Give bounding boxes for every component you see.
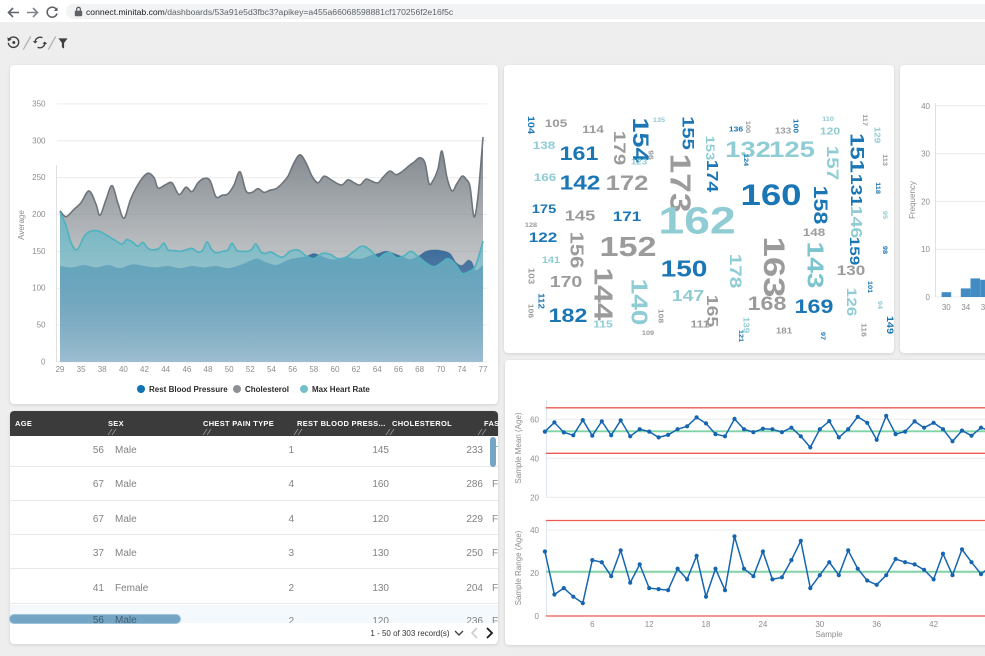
svg-text:0: 0 <box>535 612 540 621</box>
svg-text:20: 20 <box>921 197 930 206</box>
svg-text:42: 42 <box>140 365 149 374</box>
svg-text:18: 18 <box>702 620 711 629</box>
svg-text:34: 34 <box>961 303 970 312</box>
svg-text:40: 40 <box>921 102 930 111</box>
svg-text:Sample Mean (Age): Sample Mean (Age) <box>514 412 523 483</box>
svg-text:29: 29 <box>55 365 64 374</box>
svg-text:Frequency: Frequency <box>908 181 917 219</box>
svg-text:66: 66 <box>394 365 403 374</box>
svg-text:42: 42 <box>929 620 938 629</box>
svg-text:350: 350 <box>32 99 46 108</box>
svg-text:50: 50 <box>225 365 234 374</box>
svg-text:70: 70 <box>436 365 445 374</box>
svg-text:30: 30 <box>815 620 824 629</box>
svg-text:24: 24 <box>758 620 767 629</box>
svg-text:35: 35 <box>77 365 86 374</box>
svg-text:60: 60 <box>331 365 340 374</box>
svg-text:54: 54 <box>267 365 276 374</box>
svg-text:20: 20 <box>530 493 539 502</box>
svg-text:6: 6 <box>590 620 595 629</box>
svg-text:40: 40 <box>119 365 128 374</box>
svg-text:30: 30 <box>942 303 951 312</box>
svg-text:48: 48 <box>204 365 213 374</box>
svg-text:Max Heart Rate: Max Heart Rate <box>312 385 370 394</box>
svg-text:30: 30 <box>921 150 930 159</box>
svg-text:36: 36 <box>872 620 881 629</box>
svg-text:77: 77 <box>479 365 488 374</box>
svg-text:44: 44 <box>161 365 170 374</box>
svg-text:0: 0 <box>926 293 931 302</box>
svg-text:64: 64 <box>373 365 382 374</box>
svg-text:Sample: Sample <box>815 630 843 639</box>
svg-text:62: 62 <box>352 365 361 374</box>
svg-text:60: 60 <box>530 415 539 424</box>
svg-text:38: 38 <box>981 303 985 312</box>
svg-text:56: 56 <box>288 365 297 374</box>
svg-text:Rest Blood Pressure: Rest Blood Pressure <box>149 385 228 394</box>
svg-text:58: 58 <box>309 365 318 374</box>
svg-text:0: 0 <box>41 357 46 366</box>
svg-text:52: 52 <box>246 365 255 374</box>
svg-text:Sample Range (Age): Sample Range (Age) <box>514 530 523 605</box>
svg-text:100: 100 <box>32 284 46 293</box>
svg-text:74: 74 <box>457 365 466 374</box>
svg-text:250: 250 <box>32 173 46 182</box>
svg-text:46: 46 <box>182 365 191 374</box>
svg-text:10: 10 <box>921 245 930 254</box>
svg-text:200: 200 <box>32 210 46 219</box>
svg-text:Average: Average <box>17 210 26 240</box>
svg-text:Cholesterol: Cholesterol <box>245 385 289 394</box>
svg-text:50: 50 <box>37 321 46 330</box>
svg-text:68: 68 <box>415 365 424 374</box>
svg-text:12: 12 <box>645 620 654 629</box>
svg-text:20: 20 <box>530 569 539 578</box>
svg-text:40: 40 <box>530 454 539 463</box>
svg-text:38: 38 <box>98 365 107 374</box>
svg-text:150: 150 <box>32 247 46 256</box>
svg-text:300: 300 <box>32 136 46 145</box>
svg-text:40: 40 <box>530 526 539 535</box>
